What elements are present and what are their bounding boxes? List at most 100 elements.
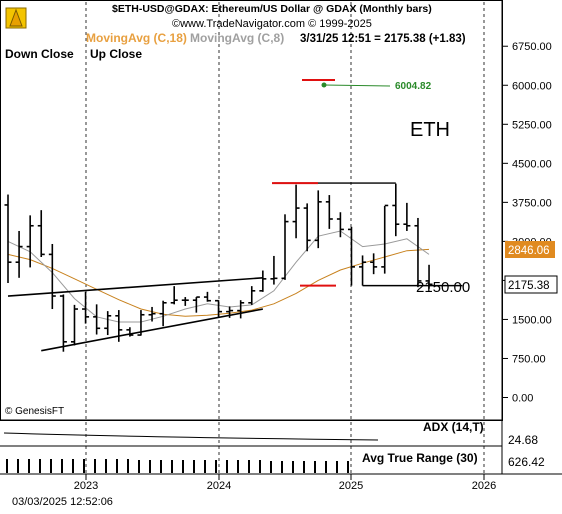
atr-bar	[270, 461, 272, 473]
atr-bar	[226, 460, 228, 473]
atr-bar	[116, 459, 118, 473]
y-tick-label: 6000.00	[512, 80, 552, 92]
source-label: © GenesisFT	[5, 406, 64, 417]
ohlc-bar	[148, 306, 156, 322]
last-price-tag	[504, 275, 558, 294]
atr-bar	[105, 459, 107, 473]
ohlc-bar	[181, 297, 189, 306]
y-tick-label: 4500.00	[512, 158, 552, 170]
atr-bar	[127, 459, 129, 473]
atr-label: Avg True Range (30)	[362, 451, 478, 465]
ohlc-bar	[82, 291, 90, 324]
ohlc-bar	[281, 214, 289, 280]
x-tick-label: 2024	[207, 480, 231, 492]
ohlc-bar	[292, 184, 300, 239]
ohlc-bar	[115, 310, 123, 342]
ohlc-bar	[347, 226, 355, 286]
atr-bar	[193, 460, 195, 473]
atr-bar	[39, 459, 41, 473]
y-tick-label: 0.00	[512, 393, 533, 405]
atr-bar	[215, 460, 217, 473]
y-tick-label: 5250.00	[512, 119, 552, 131]
atr-bar	[303, 461, 305, 473]
ohlc-bar	[403, 202, 411, 231]
atr-bar	[292, 461, 294, 473]
ohlc-bar	[237, 300, 245, 319]
ohlc-bar	[104, 311, 112, 336]
atr-bar	[149, 460, 151, 473]
atr-bar	[281, 461, 283, 473]
target-label: 6004.82	[395, 81, 432, 92]
ohlc-bar	[392, 183, 400, 237]
y-tick-label: 1500.00	[512, 314, 552, 326]
ohlc-bar	[270, 255, 278, 285]
atr-histogram	[6, 459, 349, 473]
ohlc-bar	[4, 194, 12, 284]
trendline	[7, 277, 263, 297]
atr-bar	[94, 459, 96, 473]
ohlc-bar	[126, 327, 134, 337]
timestamp: 03/03/2025 12:52:06	[12, 496, 113, 508]
ohlc-bar	[137, 310, 145, 336]
atr-bar	[325, 461, 327, 473]
ohlc-bar	[159, 300, 167, 327]
x-tick-label: 2023	[74, 480, 98, 492]
atr-bar	[204, 460, 206, 473]
legend-down-close: Down Close	[5, 47, 74, 61]
trendlines	[7, 182, 463, 352]
price-panel	[0, 0, 503, 421]
ohlc-bar	[359, 255, 367, 286]
y-tick-label: 6750.00	[512, 41, 552, 53]
x-tick-label: 2025	[339, 480, 363, 492]
ohlc-bars	[4, 183, 433, 352]
y-tick-label: 750.00	[512, 353, 546, 365]
quote-readout: 3/31/25 12:51 = 2175.38 (+1.83)	[300, 33, 466, 45]
adx-value: 24.68	[508, 433, 538, 447]
atr-bar	[83, 459, 85, 473]
atr-bar	[347, 461, 349, 473]
ohlc-bar	[314, 190, 322, 249]
ohlc-bar	[170, 286, 178, 305]
ma-price-tag	[505, 241, 555, 258]
x-tick-label: 2026	[472, 480, 496, 492]
ohlc-bar	[259, 270, 267, 292]
atr-bar	[314, 461, 316, 473]
adx-line	[3, 432, 379, 441]
atr-bar	[171, 460, 173, 473]
time-axis: 2023 2024 2025 2026	[74, 474, 496, 492]
ma-price-value: 2846.06	[508, 245, 550, 257]
ma18-label: MovingAvg (C,18)	[86, 31, 187, 45]
atr-value: 626.42	[508, 455, 545, 469]
price-axis: 0.00750.001500.002250.003000.003750.0045…	[502, 41, 552, 405]
atr-bar	[28, 459, 30, 473]
ohlc-bar	[93, 304, 101, 335]
ohlc-bar	[370, 253, 378, 275]
atr-bar	[72, 459, 74, 473]
legend-up-close: Up Close	[90, 47, 142, 61]
ohlc-bar	[26, 215, 34, 268]
atr-bar	[182, 460, 184, 473]
ohlc-bar	[192, 296, 200, 313]
y-tick-label: 3750.00	[512, 197, 552, 209]
ohlc-bar	[381, 204, 389, 274]
ohlc-bar	[414, 217, 422, 288]
atr-bar	[237, 460, 239, 473]
atr-bar	[61, 459, 63, 473]
ohlc-bar	[37, 210, 45, 257]
logo-icon	[5, 7, 27, 29]
ohlc-bar	[15, 230, 23, 278]
support-label: 2150.00	[416, 279, 470, 296]
atr-bar	[336, 461, 338, 473]
title-line: $ETH-USD@GDAX: Ethereum/US Dollar @ GDAX…	[112, 3, 432, 15]
atr-bar	[248, 460, 250, 473]
ohlc-bar	[48, 243, 56, 310]
atr-bar	[17, 459, 19, 473]
ohlc-bar	[425, 264, 433, 289]
ohlc-bar	[325, 195, 333, 229]
ohlc-bar	[336, 212, 344, 238]
ohlc-bar	[203, 291, 211, 302]
ohlc-bar	[226, 306, 234, 318]
atr-bar	[160, 460, 162, 473]
symbol-text: ETH	[410, 119, 450, 141]
